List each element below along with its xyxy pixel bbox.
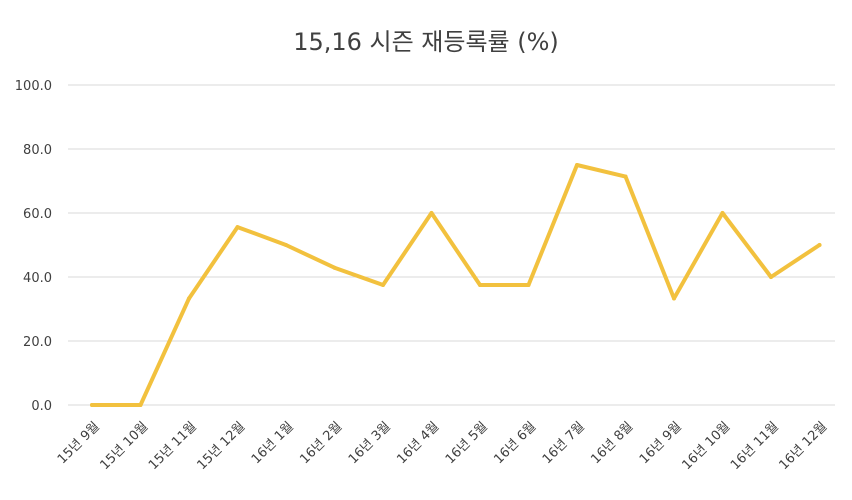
x-tick-label: 16년 8월 (588, 419, 636, 467)
y-tick-label: 0.0 (31, 399, 52, 414)
x-tick-label: 16년 9월 (637, 419, 685, 467)
y-axis-ticks: 0.0 20.0 40.0 60.0 80.0 100.0 (15, 79, 52, 414)
series (90, 163, 822, 407)
x-tick-label: 16년 11월 (728, 419, 782, 473)
data-point (575, 163, 579, 167)
data-point (138, 403, 143, 407)
x-tick-label: 15년 9월 (55, 419, 103, 467)
data-point (672, 296, 676, 301)
x-tick-label: 16년 6월 (491, 419, 539, 467)
x-tick-label: 16년 12월 (776, 419, 830, 473)
data-point (332, 265, 337, 270)
x-tick-label: 16년 10월 (679, 419, 733, 473)
data-point (284, 243, 288, 247)
x-tick-label: 16년 2월 (297, 419, 345, 467)
x-tick-label: 15년 12월 (194, 419, 248, 473)
data-point (720, 211, 725, 215)
data-point (817, 243, 822, 247)
data-point (623, 174, 628, 179)
y-tick-label: 40.0 (23, 271, 52, 286)
x-tick-label: 16년 1월 (249, 419, 297, 467)
y-tick-label: 60.0 (23, 207, 52, 222)
x-tick-label: 15년 11월 (146, 419, 200, 473)
x-tick-label: 15년 10월 (97, 419, 151, 473)
series-line (90, 163, 822, 407)
data-point (769, 275, 773, 279)
data-point (478, 283, 482, 287)
gridlines (68, 84, 835, 406)
x-tick-label: 16년 7월 (540, 419, 588, 467)
y-tick-label: 80.0 (23, 143, 52, 158)
data-point (90, 403, 94, 407)
data-point (235, 225, 240, 230)
x-tick-label: 16년 4월 (394, 419, 442, 467)
data-point (381, 283, 385, 287)
data-point (429, 211, 434, 215)
y-tick-label: 100.0 (15, 79, 52, 94)
x-tick-label: 16년 3월 (346, 419, 394, 467)
y-tick-label: 20.0 (23, 335, 52, 350)
chart-title: 15,16 시즌 재등록률 (%) (293, 28, 559, 56)
x-tick-label: 16년 5월 (443, 419, 491, 467)
data-point (187, 296, 191, 301)
data-point (526, 283, 531, 287)
